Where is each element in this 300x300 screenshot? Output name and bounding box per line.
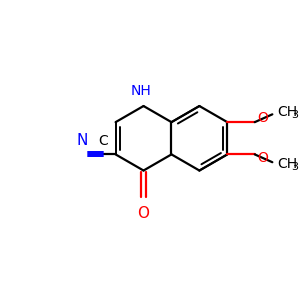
Text: NH: NH xyxy=(130,84,151,98)
Text: 3: 3 xyxy=(291,110,298,120)
Text: CH: CH xyxy=(277,105,297,119)
Text: O: O xyxy=(137,206,149,221)
Text: C: C xyxy=(98,134,108,148)
Text: 3: 3 xyxy=(291,162,298,172)
Text: CH: CH xyxy=(277,157,297,171)
Text: N: N xyxy=(77,133,88,148)
Text: O: O xyxy=(258,111,268,125)
Text: O: O xyxy=(258,151,268,165)
